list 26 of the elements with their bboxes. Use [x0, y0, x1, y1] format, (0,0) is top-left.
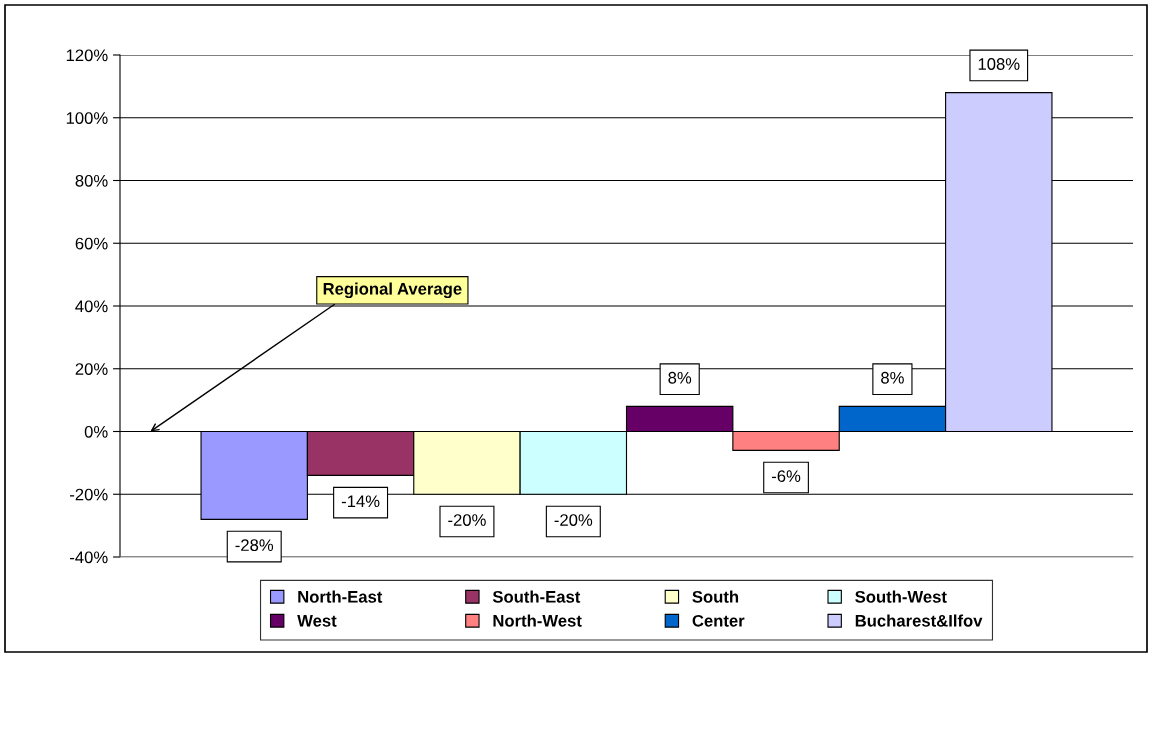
y-tick-label: 60% — [75, 237, 108, 250]
legend-label: South — [692, 590, 739, 603]
y-tick-label: 80% — [75, 174, 108, 187]
legend-label: Center — [692, 614, 745, 627]
data-label: -6% — [771, 470, 801, 483]
data-label: 8% — [668, 371, 692, 384]
annotation: Regional Average — [323, 282, 462, 299]
legend-label: Bucharest&Ilfov — [855, 614, 983, 627]
data-label: 8% — [881, 371, 904, 384]
y-tick-label: 20% — [75, 363, 108, 375]
legend-label: North-East — [298, 590, 383, 603]
legend-label: West — [297, 615, 337, 627]
data-label: 108% — [978, 58, 1020, 70]
y-tick-label: 120% — [66, 49, 108, 62]
data-label: -20% — [554, 514, 593, 526]
data-label: -20% — [448, 514, 486, 526]
data-label: -28% — [235, 539, 274, 552]
legend-label: South-West — [855, 590, 947, 603]
legend-label: North-West — [493, 614, 582, 627]
legend-label: South-East — [492, 590, 581, 603]
data-label: -14% — [341, 495, 380, 508]
y-tick-label: -20% — [70, 488, 108, 501]
y-tick-label: -40% — [70, 551, 108, 564]
y-tick-label: 40% — [75, 300, 108, 313]
y-tick-label: 100% — [66, 112, 108, 124]
y-tick-label: 0% — [84, 425, 108, 438]
